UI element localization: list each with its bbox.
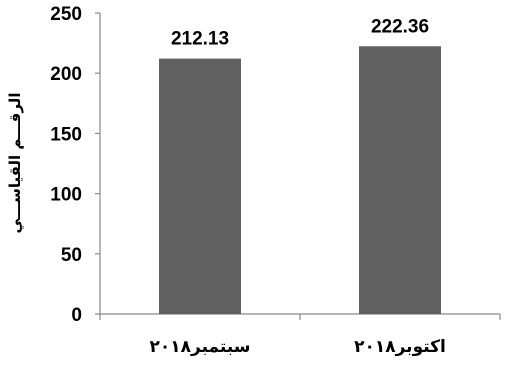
y-axis-title: الرقـــم القياســـي: [6, 93, 24, 234]
x-category-label: اكتوبر٢٠١٨: [354, 337, 446, 357]
y-tick-label: 200: [50, 64, 82, 85]
y-tick-label: 250: [50, 4, 82, 25]
x-axis: سبتمبر٢٠١٨ اكتوبر٢٠١٨: [99, 313, 501, 357]
y-tick-label: 50: [61, 245, 82, 266]
y-tick-label: 100: [50, 185, 82, 206]
data-label: 212.13: [171, 29, 229, 50]
y-tick-label: 150: [50, 124, 82, 145]
data-label: 222.36: [371, 16, 429, 37]
y-tick-label: 0: [71, 305, 82, 326]
x-category-label: سبتمبر٢٠١٨: [149, 337, 250, 357]
bar: [359, 46, 441, 314]
data-labels: 212.13 222.36: [171, 16, 429, 49]
y-axis: 0 50 100 150 200 250: [50, 4, 101, 326]
bar: [159, 58, 241, 314]
bars: [159, 46, 441, 314]
